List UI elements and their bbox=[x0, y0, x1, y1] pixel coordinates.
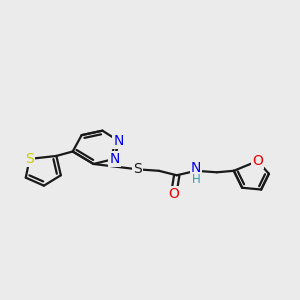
Text: O: O bbox=[168, 187, 179, 201]
Text: N: N bbox=[114, 134, 124, 148]
Text: H: H bbox=[192, 172, 201, 186]
Text: S: S bbox=[25, 152, 34, 166]
Text: N: N bbox=[191, 161, 201, 176]
Text: S: S bbox=[133, 162, 142, 176]
Text: O: O bbox=[252, 154, 263, 168]
Text: N: N bbox=[109, 152, 119, 166]
